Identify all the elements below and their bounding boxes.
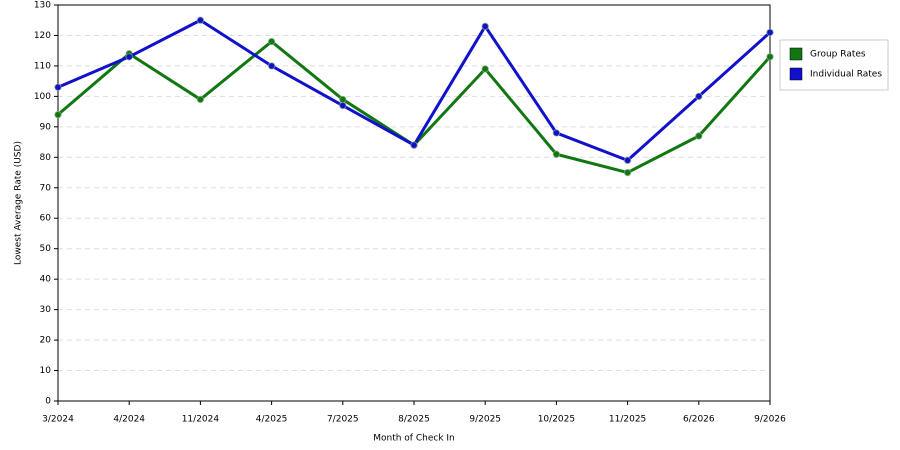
y-axis-label: Lowest Average Rate (USD)	[14, 141, 24, 265]
y-tick-label: 70	[40, 183, 52, 193]
data-point	[766, 53, 774, 61]
data-point	[481, 65, 489, 73]
data-point	[339, 101, 347, 110]
x-tick-label: 3/2024	[42, 415, 74, 425]
x-tick-label: 10/2025	[538, 415, 575, 425]
data-point	[267, 37, 276, 46]
y-tick-label: 50	[40, 244, 52, 254]
y-tick-label: 120	[34, 31, 51, 41]
x-tick-label: 11/2024	[182, 415, 220, 425]
x-tick-label: 11/2025	[609, 415, 646, 425]
legend-swatch	[789, 67, 803, 81]
legend-box	[779, 39, 889, 91]
data-point	[623, 168, 632, 177]
data-point	[339, 95, 347, 104]
x-tick-label: 9/2026	[754, 415, 786, 425]
y-tick-label: 100	[34, 92, 51, 102]
x-tick-label: 4/2025	[256, 415, 288, 425]
data-point	[267, 62, 276, 70]
x-tick-label: 6/2026	[683, 415, 715, 425]
y-tick-label: 20	[40, 336, 52, 346]
x-tick-label: 4/2024	[113, 415, 145, 425]
data-point	[54, 110, 62, 119]
y-tick-label: 30	[40, 305, 52, 315]
data-point	[552, 150, 561, 158]
x-axis-label: Month of Check In	[373, 434, 455, 444]
x-tick-label: 7/2025	[327, 415, 359, 425]
y-tick-label: 0	[45, 397, 51, 407]
x-tick-label: 9/2025	[469, 415, 501, 425]
data-point	[125, 53, 133, 61]
data-point	[196, 16, 205, 24]
data-point	[623, 156, 632, 165]
data-point	[410, 141, 418, 149]
y-tick-label: 130	[34, 1, 51, 11]
data-point	[196, 95, 205, 104]
data-point	[481, 22, 489, 31]
y-tick-label: 90	[40, 122, 52, 132]
data-point	[766, 28, 774, 37]
y-tick-label: 60	[40, 214, 52, 224]
y-tick-label: 110	[34, 61, 51, 71]
data-point	[552, 129, 561, 137]
legend-label: Individual Rates	[810, 70, 882, 80]
y-tick-label: 10	[40, 366, 52, 376]
y-tick-label: 40	[40, 275, 52, 285]
y-tick-label: 80	[40, 153, 52, 163]
legend-swatch	[789, 47, 803, 61]
data-point	[695, 132, 703, 140]
x-tick-label: 8/2025	[398, 415, 430, 425]
data-point	[54, 83, 62, 91]
data-point	[695, 92, 703, 101]
legend-label: Group Rates	[810, 50, 866, 60]
